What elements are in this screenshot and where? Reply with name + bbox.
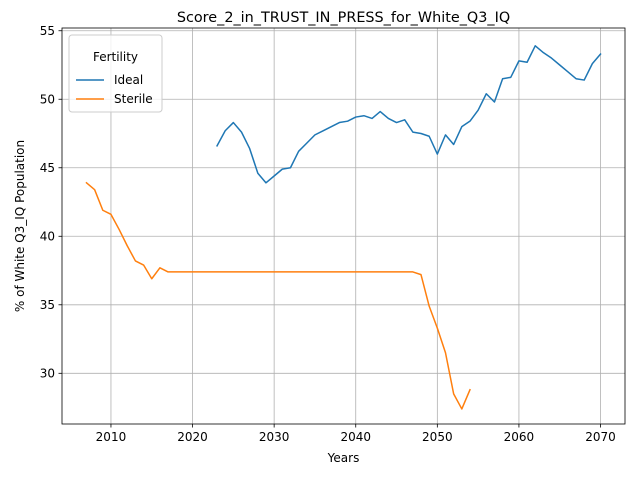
y-tick-label: 30 bbox=[40, 367, 55, 381]
x-tick-label: 2060 bbox=[504, 430, 535, 444]
series-line-sterile bbox=[85, 181, 471, 410]
x-tick-label: 2050 bbox=[422, 430, 453, 444]
x-tick-label: 2010 bbox=[96, 430, 127, 444]
x-axis-label: Years bbox=[327, 451, 360, 465]
legend-title: Fertility bbox=[93, 50, 138, 64]
legend: Fertility Ideal Sterile bbox=[68, 34, 163, 113]
legend-label-ideal: Ideal bbox=[114, 73, 143, 87]
y-tick-label: 50 bbox=[40, 92, 55, 106]
legend-box bbox=[68, 34, 163, 113]
y-axis-label: % of White Q3_IQ Population bbox=[13, 140, 27, 312]
y-tick-label: 55 bbox=[40, 24, 55, 38]
chart-title: Score_2_in_TRUST_IN_PRESS_for_White_Q3_I… bbox=[177, 10, 510, 26]
x-tick-label: 2030 bbox=[259, 430, 290, 444]
legend-label-sterile: Sterile bbox=[114, 92, 153, 106]
x-tick-label: 2040 bbox=[340, 430, 371, 444]
series-line-ideal bbox=[216, 45, 602, 184]
plot-frame bbox=[61, 27, 626, 425]
y-tick-label: 45 bbox=[40, 161, 55, 175]
x-axis: 2010 2020 2030 2040 2050 2060 2070 bbox=[96, 424, 616, 444]
y-tick-label: 40 bbox=[40, 229, 55, 243]
y-tick-label: 35 bbox=[40, 298, 55, 312]
y-axis: 30 35 40 45 50 55 bbox=[40, 24, 62, 381]
grid-lines bbox=[62, 28, 625, 424]
x-tick-label: 2020 bbox=[177, 430, 208, 444]
x-tick-label: 2070 bbox=[585, 430, 616, 444]
series-layer bbox=[85, 45, 602, 410]
